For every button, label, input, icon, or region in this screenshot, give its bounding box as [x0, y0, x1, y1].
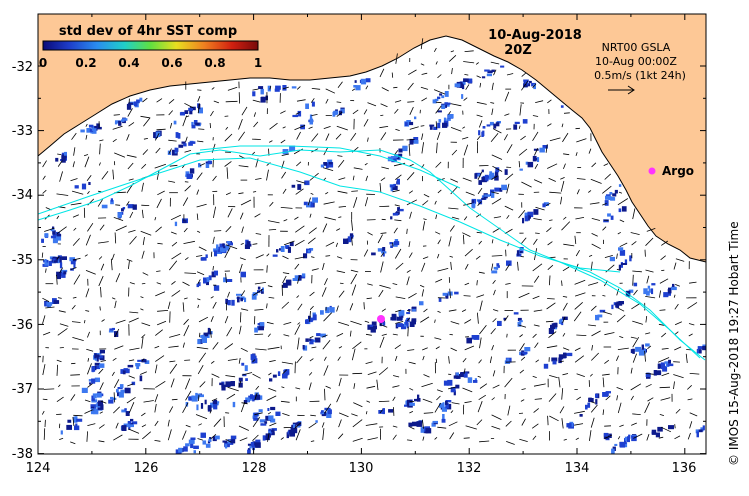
y-tick-32: -32 [12, 60, 33, 75]
colorbar: std dev of 4hr SST comp 0 0.2 0.4 0.6 0.… [39, 24, 262, 70]
legend-product: NRT00 GSLA [602, 41, 671, 54]
colorbar-tick-0.6: 0.6 [161, 56, 182, 70]
y-tick-35: -35 [12, 253, 33, 268]
credit-text: © IMOS 15-Aug-2018 19:27 Hobart Time [727, 221, 741, 466]
vector-legend: NRT00 GSLA 10-Aug 00:00Z 0.5m/s (1kt 24h… [594, 41, 686, 95]
x-tick-124: 124 [26, 461, 51, 476]
axis-tick-marks [37, 14, 706, 455]
y-tick-36: -36 [12, 318, 33, 333]
legend-analysis-time: 10-Aug 00:00Z [595, 55, 677, 68]
colorbar-tick-0.8: 0.8 [204, 56, 225, 70]
x-axis-labels: 124 126 128 130 132 134 136 [26, 461, 697, 476]
colorbar-gradient [42, 40, 259, 51]
y-tick-33: -33 [12, 124, 33, 139]
sst-std-patches [41, 65, 706, 454]
map-date: 10-Aug-2018 [488, 28, 582, 43]
map-time: 20Z [504, 43, 532, 58]
current-vectors [41, 38, 700, 445]
y-tick-37: -37 [12, 382, 33, 397]
legend-arrow-icon [608, 85, 635, 95]
land [38, 14, 706, 263]
x-tick-134: 134 [565, 461, 590, 476]
x-tick-132: 132 [457, 461, 482, 476]
argo-marker-offshore[interactable] [377, 315, 385, 323]
x-tick-128: 128 [242, 461, 267, 476]
plot-frame [37, 13, 707, 455]
argo-floats [377, 167, 656, 323]
argo-marker-coastal[interactable] [648, 167, 656, 175]
argo-label: Argo [662, 164, 694, 178]
x-tick-136: 136 [672, 461, 697, 476]
legend-scale: 0.5m/s (1kt 24h) [594, 69, 686, 82]
y-tick-38: -38 [12, 447, 33, 462]
x-tick-130: 130 [349, 461, 374, 476]
y-tick-34: -34 [12, 188, 33, 203]
colorbar-tick-0.2: 0.2 [75, 56, 96, 70]
colorbar-tick-1: 1 [254, 56, 262, 70]
colorbar-title: std dev of 4hr SST comp [59, 24, 237, 39]
drifter-tracks [38, 145, 706, 361]
x-tick-126: 126 [134, 461, 159, 476]
colorbar-tick-0: 0 [39, 56, 47, 70]
y-axis-labels: -32 -33 -34 -35 -36 -37 -38 [12, 60, 33, 462]
colorbar-tick-0.4: 0.4 [118, 56, 139, 70]
